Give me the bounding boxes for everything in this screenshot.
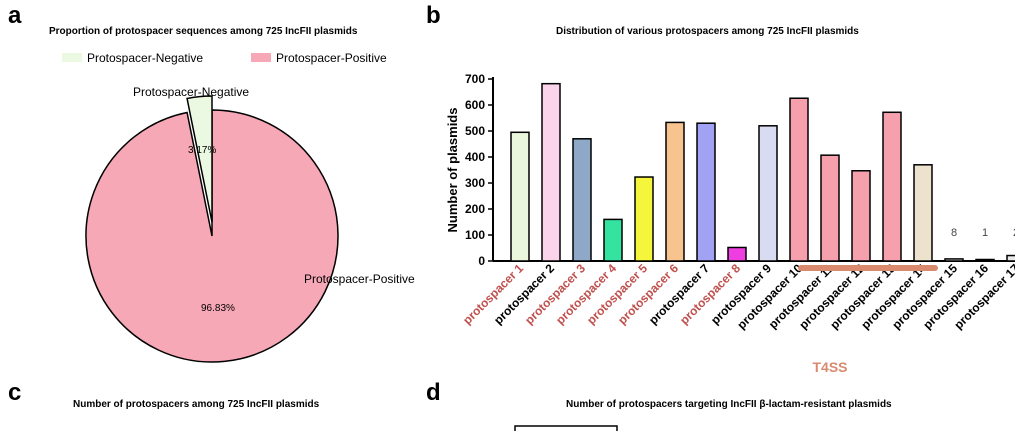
legend-label-negative: Protospacer-Negative (87, 51, 203, 65)
bar (572, 138, 592, 262)
bar (541, 82, 561, 262)
bar (758, 125, 778, 262)
panel-letter-a: a (8, 2, 22, 29)
panel-title-a: Proportion of protospacer sequences amon… (49, 26, 358, 37)
bar (634, 176, 654, 262)
y-tick-label: 0 (478, 254, 485, 268)
bar (913, 164, 933, 262)
panel-title-d: Number of protospacers targeting IncFII … (566, 399, 892, 410)
y-tick-label: 100 (465, 228, 485, 242)
bar (1006, 254, 1015, 262)
panel-d-chart-frame (514, 425, 618, 431)
y-tick-label: 300 (465, 176, 485, 190)
bar (820, 154, 840, 262)
bar (510, 131, 530, 262)
bar (696, 122, 716, 262)
bar (975, 258, 995, 262)
legend-swatch-negative (62, 53, 82, 62)
bar (603, 218, 623, 262)
y-axis-label: Number of plasmids (445, 108, 460, 233)
bar (789, 97, 809, 262)
pie-value-positive: 96.83% (201, 303, 235, 314)
y-tick-label: 200 (465, 202, 485, 216)
bar-value-label: 2 (1013, 227, 1015, 239)
pie-slice-negative (186, 95, 213, 223)
pie-label-negative: Protospacer-Negative (133, 85, 249, 99)
panel-letter-d: d (426, 379, 441, 406)
pie-slice-positive (85, 109, 339, 363)
panel-title-c: Number of protospacers among 725 IncFII … (73, 399, 320, 410)
y-tick-label: 500 (465, 124, 485, 138)
bar-value-label: 1 (982, 227, 988, 239)
bar-value-label: 8 (951, 227, 957, 239)
pie-value-negative: 3.17% (188, 145, 216, 156)
legend-label-positive: Protospacer-Positive (276, 51, 387, 65)
bar (882, 111, 902, 262)
panel-letter-b: b (426, 2, 441, 29)
y-tick-label: 700 (465, 72, 485, 86)
bar (727, 246, 747, 262)
bar (851, 170, 871, 262)
t4ss-label: T4SS (812, 359, 847, 375)
y-tick-label: 600 (465, 98, 485, 112)
panel-letter-c: c (8, 379, 22, 406)
y-tick-label: 400 (465, 150, 485, 164)
bar (665, 121, 685, 262)
pie-label-positive: Protospacer-Positive (304, 272, 415, 286)
legend-swatch-positive (251, 53, 271, 62)
panel-title-b: Distribution of various protospacers amo… (556, 26, 859, 37)
bar (944, 258, 964, 262)
